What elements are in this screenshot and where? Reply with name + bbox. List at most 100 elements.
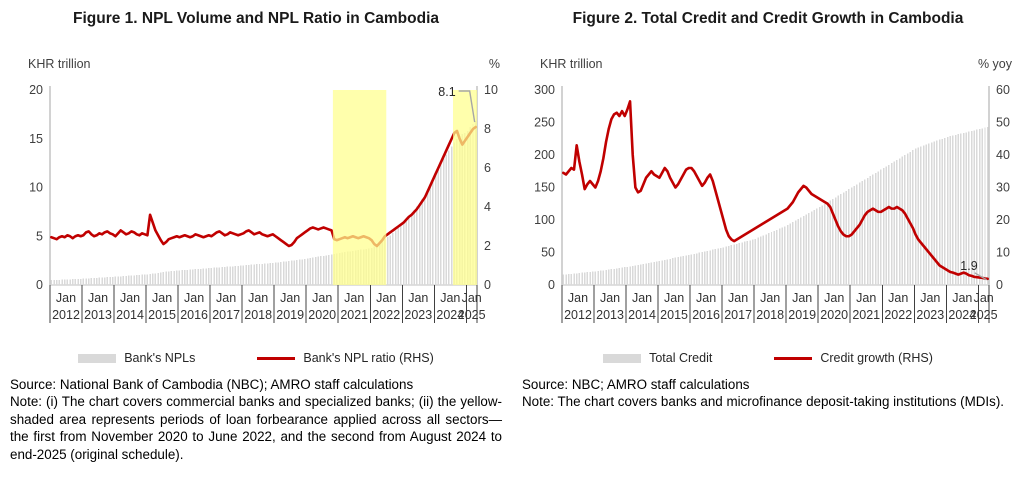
bar — [962, 132, 965, 285]
bar — [973, 130, 976, 285]
bar — [288, 260, 290, 285]
bar — [50, 280, 53, 286]
bar — [599, 270, 602, 285]
bar — [634, 265, 637, 285]
bar — [154, 273, 157, 285]
bar — [800, 217, 802, 285]
svg-text:20: 20 — [996, 213, 1010, 227]
bar — [186, 269, 189, 285]
svg-text:2023: 2023 — [916, 308, 944, 322]
bar — [744, 241, 746, 285]
svg-text:2020: 2020 — [308, 308, 336, 322]
bar — [160, 272, 162, 285]
bar — [960, 133, 962, 285]
bar — [653, 261, 655, 285]
bar — [757, 237, 759, 285]
bar — [325, 255, 327, 285]
figure1-title: Figure 1. NPL Volume and NPL Ratio in Ca… — [72, 10, 440, 27]
bar — [877, 171, 879, 285]
svg-text:2015: 2015 — [148, 308, 176, 322]
bar — [143, 274, 146, 285]
source-line: Source: NBC; AMRO staff calculations — [522, 377, 750, 392]
bar — [173, 270, 175, 285]
svg-text:150: 150 — [534, 181, 555, 195]
bar — [728, 245, 730, 285]
bar — [240, 265, 242, 285]
bar — [69, 279, 71, 285]
bar — [282, 261, 285, 285]
svg-text:2021: 2021 — [852, 308, 880, 322]
figure-pair: Figure 1. NPL Volume and NPL Ratio in Ca… — [10, 8, 1014, 462]
bar — [890, 163, 893, 286]
bar — [690, 254, 693, 285]
bar — [434, 172, 437, 285]
bar — [605, 269, 607, 285]
svg-text:Jan: Jan — [696, 291, 716, 305]
x-axis: Jan 2012 Jan 2013 Jan 2014 Jan 2015 Jan 2016 Jan 20… — [561, 285, 998, 323]
svg-text:2014: 2014 — [116, 308, 144, 322]
bar — [978, 129, 981, 285]
bar — [845, 190, 847, 285]
bar — [79, 278, 82, 285]
svg-text:6: 6 — [484, 161, 491, 175]
bar — [152, 273, 154, 285]
bar — [637, 264, 639, 285]
bar — [733, 244, 735, 285]
bar — [872, 174, 874, 285]
bar — [317, 256, 319, 285]
figure2-title: Figure 2. Total Credit and Credit Growth… — [522, 8, 1014, 52]
bar — [101, 277, 103, 285]
svg-text:1.9: 1.9 — [960, 259, 977, 273]
bar — [869, 176, 871, 286]
svg-text:2019: 2019 — [276, 308, 304, 322]
bar — [773, 230, 775, 285]
bar — [880, 169, 882, 286]
svg-text:100: 100 — [534, 213, 555, 227]
bar — [253, 264, 255, 285]
svg-text:Jan: Jan — [184, 291, 204, 305]
bar — [61, 279, 63, 285]
svg-text:40: 40 — [996, 148, 1010, 162]
bar — [885, 166, 887, 285]
svg-text:2018: 2018 — [756, 308, 784, 322]
bar — [666, 259, 669, 285]
bar — [909, 151, 912, 285]
bar — [842, 192, 845, 286]
svg-text:Jan: Jan — [728, 291, 748, 305]
bar — [840, 194, 842, 285]
svg-text:2018: 2018 — [244, 308, 272, 322]
bar — [866, 177, 869, 285]
legend-item-npl-ratio: Bank's NPL ratio (RHS) — [257, 351, 434, 365]
bar — [232, 266, 234, 285]
bar — [898, 158, 901, 285]
bar — [581, 272, 583, 285]
bar — [200, 268, 202, 285]
bar — [429, 184, 432, 285]
svg-text:50: 50 — [996, 116, 1010, 130]
svg-text:% yoy: % yoy — [978, 57, 1013, 71]
bar — [304, 258, 306, 285]
bar — [768, 233, 770, 285]
figure2-legend: Total Credit Credit growth (RHS) — [522, 348, 1014, 368]
bar — [197, 269, 199, 285]
bar — [242, 265, 245, 285]
svg-text:2013: 2013 — [596, 308, 624, 322]
bar — [141, 274, 143, 285]
svg-text:0: 0 — [996, 278, 1003, 292]
bar — [170, 271, 173, 285]
legend-label: Bank's NPL ratio (RHS) — [303, 351, 434, 365]
bar — [133, 275, 135, 285]
bar — [936, 140, 938, 285]
bar — [722, 247, 725, 285]
bar — [696, 253, 698, 285]
svg-text:Jan: Jan — [152, 291, 172, 305]
bar — [829, 200, 831, 285]
bar — [922, 145, 925, 285]
bar — [874, 172, 877, 285]
bar — [55, 279, 58, 285]
svg-text:KHR trillion: KHR trillion — [540, 57, 603, 71]
bars-series — [50, 121, 477, 286]
note-line: Note: The chart covers banks and microfi… — [522, 394, 1005, 410]
svg-text:2022: 2022 — [884, 308, 912, 322]
bar — [189, 269, 191, 285]
